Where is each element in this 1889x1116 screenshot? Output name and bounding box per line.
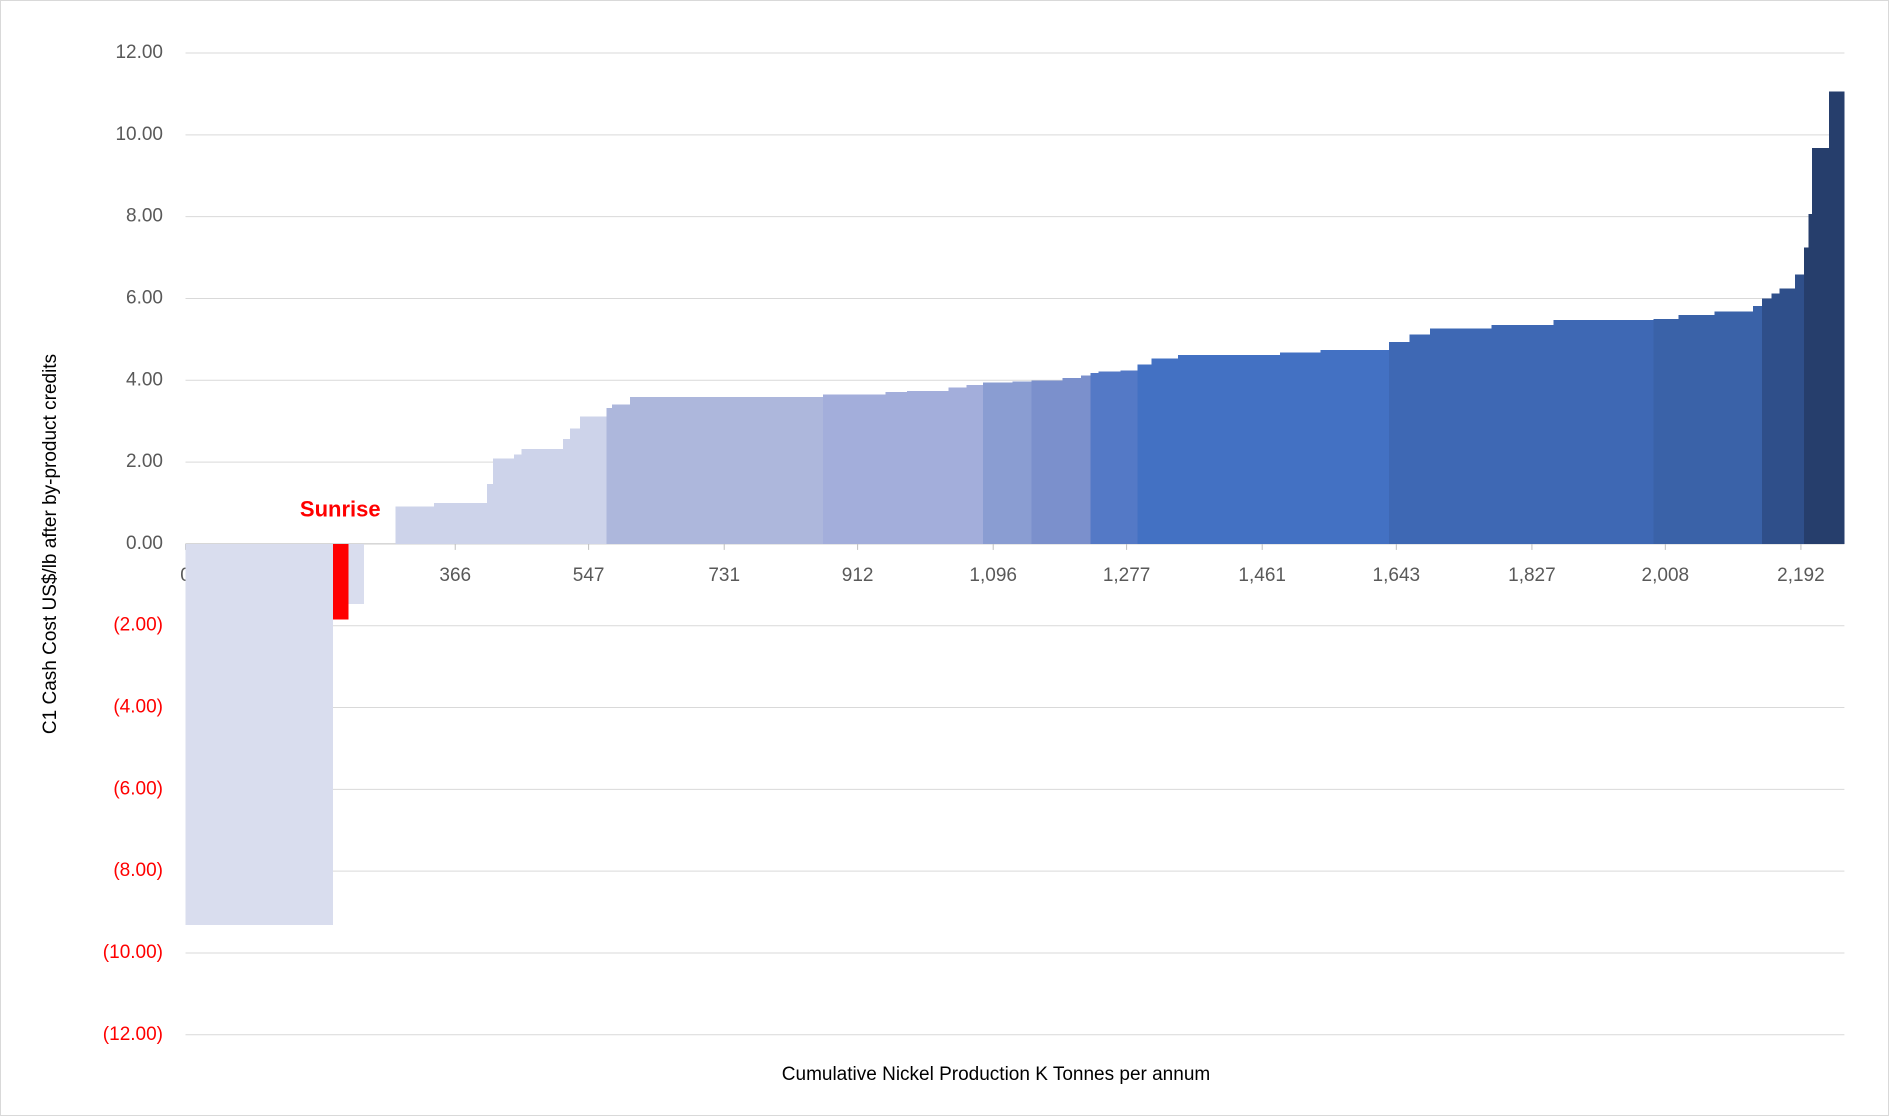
bar [570,428,580,544]
bar [606,408,613,544]
bar [1779,288,1796,544]
x-tick-label: 1,643 [1373,565,1421,586]
bar [1388,341,1410,544]
bar [433,502,487,544]
bar [1279,352,1321,544]
y-tick-label: (6.00) [113,778,163,799]
bar [521,448,563,544]
y-tick-label: 8.00 [126,206,163,227]
bar [612,404,630,544]
x-tick-label: 2,008 [1642,565,1690,586]
bar [395,506,434,544]
bar [185,543,333,926]
bar [1761,298,1772,544]
bar [1430,328,1492,544]
x-axis-title: Cumulative Nickel Production K Tonnes pe… [782,1064,1210,1085]
y-tick-label: 2.00 [126,451,163,472]
bar [1320,349,1389,544]
bar [906,390,949,544]
bar [1137,364,1152,544]
bar [1409,334,1431,544]
bar [1553,320,1654,544]
bar [348,543,364,605]
bar [1808,214,1812,544]
bar [562,439,571,544]
y-tick-label: 0.00 [126,533,163,554]
y-tick-label: (2.00) [113,615,163,636]
y-tick-label: (12.00) [103,1024,163,1045]
bar [885,392,907,544]
bar [1080,375,1091,544]
y-tick-label: 4.00 [126,369,163,390]
x-tick-label: 1,096 [969,565,1017,586]
bar [982,382,1013,544]
bar [1714,311,1754,544]
bar [332,543,349,620]
bar [948,387,967,544]
bar [492,458,515,544]
bar [1678,315,1715,544]
x-tick-label: 366 [439,565,471,586]
annotation: Sunrise [300,497,381,522]
bar [629,397,823,544]
x-tick-label: 1,827 [1508,565,1556,586]
y-tick-label: 12.00 [115,42,163,63]
y-tick-label: (4.00) [113,697,163,718]
bar [1811,147,1829,544]
bar [486,483,493,544]
y-axis-title: C1 Cash Cost US$/lb after by-product cre… [40,354,61,734]
bar [1771,293,1780,544]
x-tick-label: 547 [573,565,605,586]
y-tick-label: (8.00) [113,860,163,881]
x-tick-label: 912 [842,565,874,586]
bar [1012,381,1032,544]
bar [1653,318,1679,544]
bar [1090,372,1099,544]
bar [1120,370,1138,544]
bar [966,385,983,544]
bar [1795,274,1804,544]
bar [514,454,522,544]
bar [1178,354,1280,544]
bar [1098,371,1121,544]
x-tick-label: 1,277 [1103,565,1151,586]
x-tick-label: 731 [708,565,740,586]
bar [579,416,607,544]
bar [822,394,886,544]
y-tick-label: 10.00 [115,124,163,145]
y-tick-label: 6.00 [126,287,163,308]
bar [1031,380,1063,544]
bar [1828,91,1845,544]
bar [1753,305,1762,544]
bar [1803,247,1809,544]
bar [1151,358,1179,544]
y-tick-label: (10.00) [103,942,163,963]
x-tick-label: 1,461 [1238,565,1286,586]
bar [1062,377,1081,544]
bar [1491,325,1554,544]
x-tick-label: 2,192 [1777,565,1825,586]
